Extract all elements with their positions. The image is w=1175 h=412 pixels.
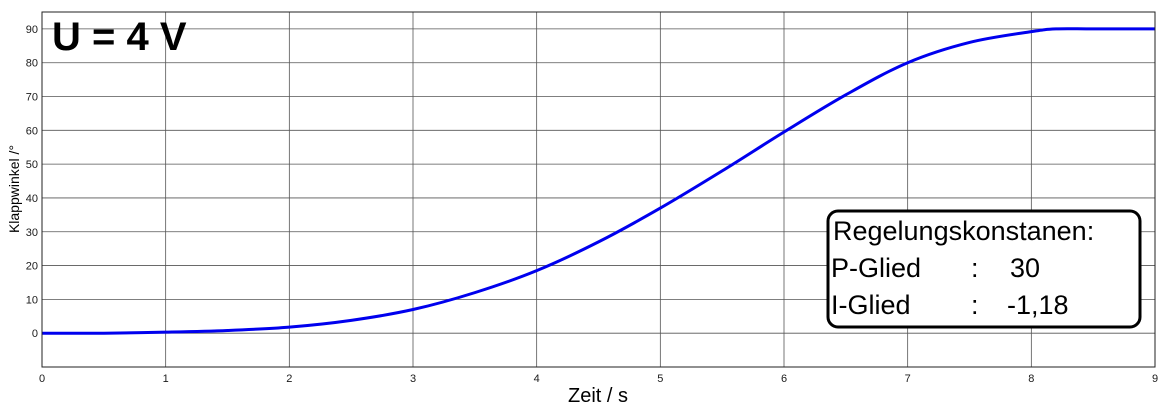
y-tick-label: 10 [26,294,38,306]
annotation-heading: Regelungskonstanen: [833,216,1094,246]
x-tick-label: 6 [781,373,787,385]
series-line [41,27,1155,335]
x-tick-label: 1 [163,373,169,385]
x-tick-labels: 0 1 2 3 4 5 6 7 8 9 [39,373,1158,385]
x-tick-label: 9 [1152,373,1158,385]
y-tick-label: 70 [26,92,38,104]
y-tick-label: 50 [26,159,38,171]
y-tick-label: 90 [26,24,38,36]
plot-frame [41,11,1156,368]
y-tick-labels: 0 10 20 30 40 50 60 70 80 90 [26,24,38,340]
y-tick-label: 30 [26,227,38,239]
x-tick-label: 3 [410,373,416,385]
y-axis-label: Klappwinkel /° [6,145,22,233]
chart-title: U = 4 V [52,15,187,59]
x-tick-label: 0 [39,373,45,385]
p-glied-separator: : [971,253,979,283]
x-tick-label: 2 [286,373,292,385]
i-glied-name: I-Glied [831,290,911,320]
y-tick-label: 80 [26,58,38,70]
p-glied-name: P-Glied [831,253,921,283]
y-tick-label: 60 [26,125,38,137]
x-tick-label: 8 [1028,373,1034,385]
x-tick-label: 5 [657,373,663,385]
y-tick-label: 20 [26,261,38,273]
y-tick-label: 40 [26,193,38,205]
x-tick-label: 4 [534,373,540,385]
p-glied-value: 30 [1010,253,1040,283]
annotation-frame [826,209,1142,329]
i-glied-separator: : [971,290,979,320]
x-tick-label: 7 [905,373,911,385]
y-tick-label: 0 [32,328,38,340]
x-axis-label: Zeit / s [568,385,628,407]
controller-constants-box: Regelungskonstanen: P-Glied : 30 I-Glied… [826,209,1142,329]
i-glied-value: -1,18 [1007,290,1069,320]
